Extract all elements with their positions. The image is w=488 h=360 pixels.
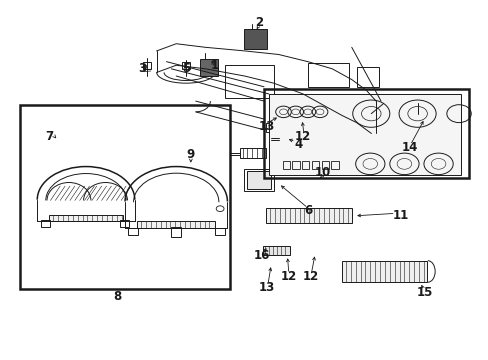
Bar	[330, 161, 338, 169]
Bar	[268, 94, 461, 175]
Bar	[199, 59, 218, 76]
Bar	[266, 123, 298, 132]
Text: 12: 12	[294, 130, 310, 144]
Bar	[137, 221, 215, 228]
Bar	[266, 208, 351, 223]
Text: 12: 12	[302, 270, 318, 283]
Bar	[307, 63, 348, 87]
Bar	[341, 261, 427, 282]
Bar	[120, 220, 129, 226]
Bar	[356, 67, 378, 87]
Bar	[244, 169, 273, 191]
Bar	[239, 148, 266, 158]
Bar	[292, 161, 299, 169]
Text: 13: 13	[258, 120, 274, 133]
Text: 9: 9	[186, 148, 195, 161]
Text: 12: 12	[280, 270, 296, 283]
Text: 1: 1	[211, 59, 219, 72]
Text: 5: 5	[182, 62, 190, 75]
Bar	[143, 62, 151, 69]
Bar	[20, 105, 229, 289]
Text: 13: 13	[258, 281, 274, 294]
Text: 14: 14	[401, 141, 418, 154]
Bar	[224, 65, 273, 98]
Bar	[171, 227, 181, 237]
Text: 3: 3	[138, 62, 146, 75]
Bar	[246, 171, 271, 189]
Bar	[302, 161, 309, 169]
Text: 11: 11	[391, 210, 408, 222]
Bar	[311, 161, 319, 169]
Bar	[278, 136, 290, 141]
Bar	[215, 228, 224, 235]
Text: 10: 10	[314, 166, 330, 179]
Text: 15: 15	[416, 287, 432, 300]
Bar	[182, 62, 189, 69]
Bar	[264, 89, 468, 178]
Text: 4: 4	[293, 138, 302, 150]
Bar	[128, 228, 138, 235]
Text: 2: 2	[255, 16, 263, 29]
Text: 16: 16	[253, 249, 269, 262]
Bar	[263, 246, 289, 255]
Bar	[49, 215, 122, 221]
Text: 7: 7	[45, 130, 53, 144]
Bar	[41, 220, 50, 226]
Bar	[243, 30, 266, 49]
Text: 6: 6	[303, 204, 311, 217]
Bar	[321, 161, 328, 169]
Text: 8: 8	[113, 290, 122, 303]
Bar	[282, 161, 289, 169]
